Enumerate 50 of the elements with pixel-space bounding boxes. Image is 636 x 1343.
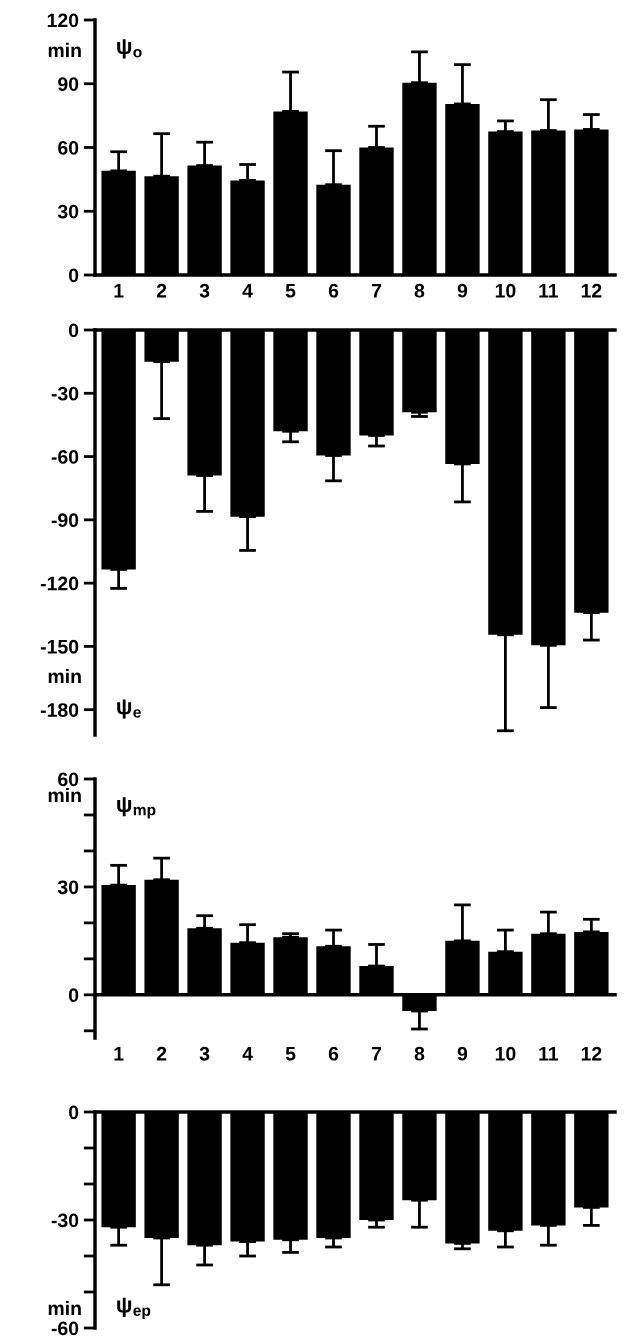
y-axis-title: min bbox=[48, 1300, 81, 1316]
text: ψ$_{ep}$ bbox=[117, 1297, 151, 1320]
text: ψ$_{mp}$ bbox=[117, 797, 156, 819]
y-tick-label: 60 bbox=[58, 772, 79, 787]
text: ψ$_{e}$ bbox=[117, 699, 141, 719]
x-tick-label: 5 bbox=[285, 1047, 296, 1061]
x-tick-label: 9 bbox=[457, 1046, 468, 1061]
y-tick-label: 60 bbox=[58, 140, 79, 155]
y-axis-title: min bbox=[48, 42, 81, 57]
x-tick-label: 9 bbox=[457, 283, 468, 298]
y-tick-label: 30 bbox=[57, 880, 79, 895]
x-tick-label: 3 bbox=[199, 1046, 210, 1061]
x-tick-label: 4 bbox=[242, 1047, 253, 1061]
y-tick-label: -30 bbox=[51, 386, 79, 401]
x-tick-label: 8 bbox=[414, 1046, 425, 1061]
x-tick-label: 10 bbox=[495, 1046, 516, 1061]
x-tick-label: 1 bbox=[114, 1047, 124, 1061]
y-tick-label: -60 bbox=[51, 1321, 79, 1336]
x-tick-label: 12 bbox=[581, 1046, 602, 1061]
x-tick-label: 4 bbox=[242, 284, 253, 298]
y-axis-title: min bbox=[48, 668, 81, 684]
y-tick-label: 0 bbox=[68, 1105, 79, 1120]
y-axis-title: min bbox=[48, 787, 81, 803]
x-tick-label: 6 bbox=[328, 283, 339, 298]
y-tick-label: 0 bbox=[68, 268, 79, 283]
x-tick-label: 6 bbox=[328, 1046, 339, 1061]
y-tick-label: 90 bbox=[58, 77, 79, 91]
x-tick-label: 5 bbox=[285, 284, 296, 298]
y-tick-label: -30 bbox=[51, 1213, 79, 1228]
x-tick-label: 7 bbox=[371, 284, 382, 298]
x-tick-label: 1 bbox=[114, 284, 124, 298]
y-tick-label: -120 bbox=[40, 576, 79, 591]
y-tick-label: 0 bbox=[68, 988, 79, 1003]
y-tick-label: 120 bbox=[47, 13, 79, 28]
x-tick-label: 12 bbox=[581, 283, 602, 298]
y-tick-label: 0 bbox=[68, 323, 79, 338]
y-tick-label: -90 bbox=[51, 513, 79, 528]
x-tick-label: 2 bbox=[156, 283, 167, 298]
y-tick-label: -180 bbox=[40, 703, 79, 717]
x-tick-label: 8 bbox=[414, 283, 425, 298]
x-tick-label: 10 bbox=[495, 283, 516, 298]
x-tick-label: 7 bbox=[371, 1047, 382, 1061]
y-tick-label: -60 bbox=[51, 450, 79, 464]
x-tick-label: 3 bbox=[199, 283, 210, 298]
x-tick-label: 2 bbox=[156, 1046, 167, 1061]
y-tick-label: -150 bbox=[40, 639, 79, 654]
y-tick-label: 30 bbox=[57, 204, 79, 219]
text: ψ$_{o}$ bbox=[117, 39, 142, 59]
x-tick-label: 11 bbox=[539, 1047, 559, 1061]
x-tick-label: 11 bbox=[539, 284, 559, 298]
